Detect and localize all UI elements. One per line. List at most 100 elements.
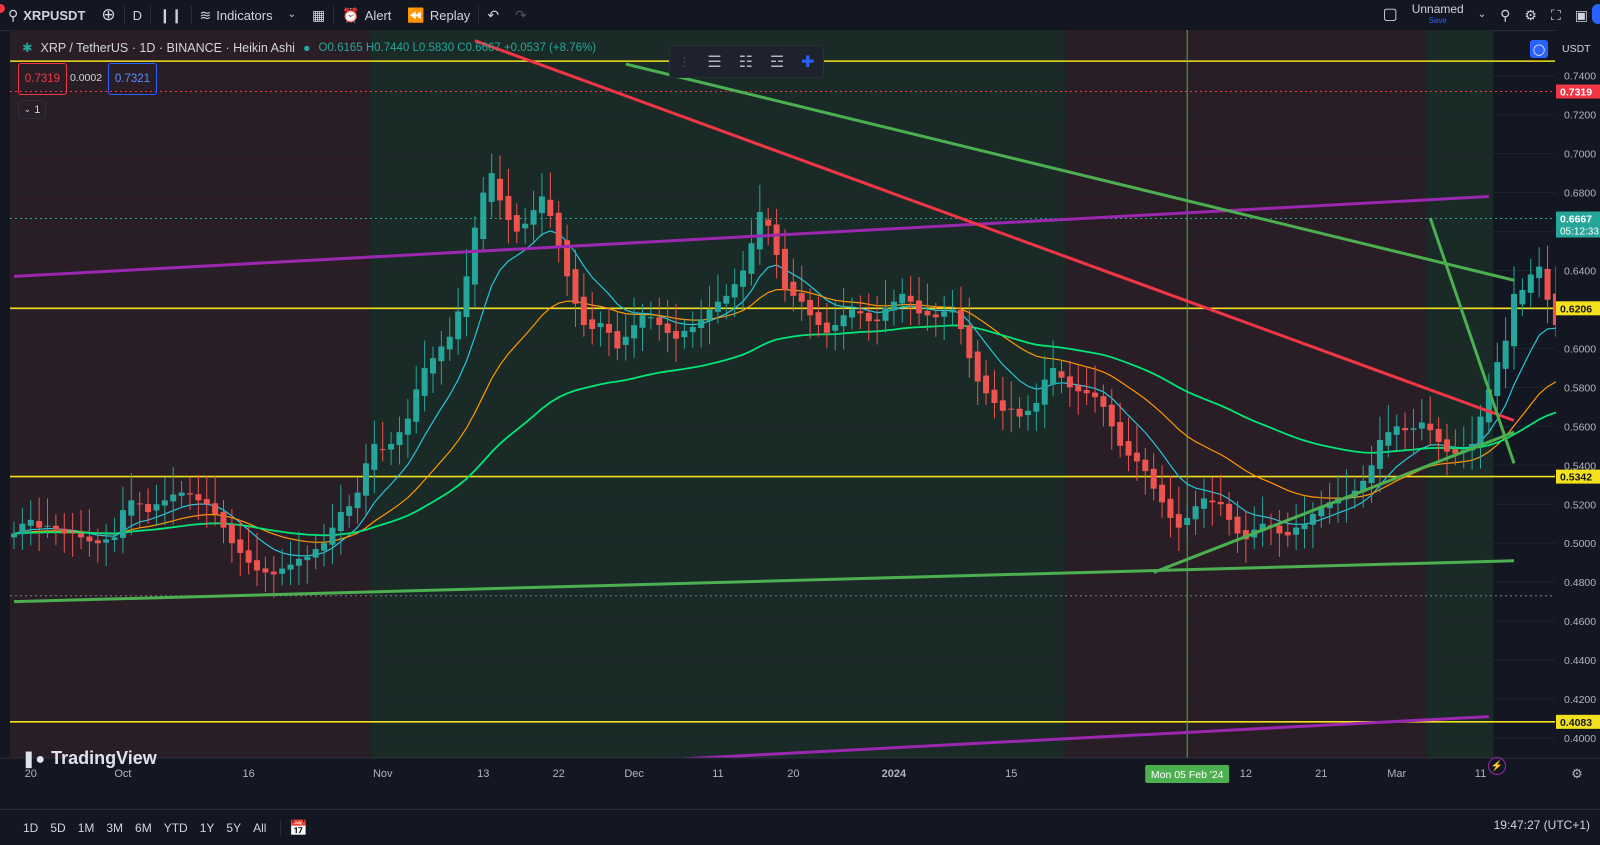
axis-settings-icon[interactable]: ⚙ — [1571, 766, 1583, 781]
alert-button[interactable]: ⏰ Alert — [334, 0, 399, 30]
spread: 0.0002 — [68, 63, 104, 93]
lightning-icon[interactable]: ⚡ — [1488, 757, 1506, 775]
timeframe-1d[interactable]: 1D — [23, 820, 39, 835]
candle-body — [36, 521, 43, 528]
chart-legend: ✱ XRP / TetherUS · 1D · BINANCE · Heikin… — [22, 40, 596, 56]
interval-button[interactable]: D — [125, 0, 150, 30]
settings-lines-icon[interactable]: ☷ — [738, 53, 753, 71]
calendar-range-icon[interactable]: 📅 — [289, 819, 309, 837]
undo-button[interactable]: ↶ — [479, 0, 507, 30]
redo-button[interactable]: ↷ — [507, 0, 535, 30]
settings-gear-icon[interactable]: ⚙ — [1524, 7, 1537, 23]
spread-value: 0.0002 — [69, 72, 103, 84]
candle-body — [941, 311, 948, 317]
candle-body — [128, 500, 135, 516]
candle-body — [957, 310, 964, 329]
y-tick-label: 0.4400 — [1564, 655, 1596, 667]
candle-body — [1117, 422, 1124, 446]
divider — [478, 6, 480, 24]
candle-body — [1050, 367, 1057, 385]
drag-handle-icon[interactable]: ⋮ — [678, 54, 691, 69]
publish-button[interactable] — [1592, 4, 1600, 24]
candle-body — [1092, 392, 1099, 398]
timeframe-6m[interactable]: 6M — [135, 820, 152, 835]
chevron-down-icon: ⌄ — [23, 104, 32, 114]
candle-body — [622, 336, 629, 345]
candle-body — [1519, 290, 1526, 305]
quick-search-icon[interactable]: ⚲ — [1500, 7, 1511, 23]
candle-body — [857, 311, 864, 314]
sell-box[interactable]: 0.7319 — [18, 63, 67, 95]
camera-icon[interactable]: ▣ — [1574, 7, 1588, 23]
candle-body — [69, 532, 76, 534]
candle-body — [530, 210, 537, 225]
x-tick-label: Nov — [373, 768, 393, 780]
candle-body — [731, 284, 738, 298]
alert-clock-button[interactable]: ◯ — [1530, 40, 1548, 58]
divider — [150, 6, 152, 24]
layout-square-icon[interactable]: ▢ — [1382, 6, 1398, 23]
candle-body — [388, 443, 395, 450]
chevron-down-icon[interactable]: ⌄ — [1477, 9, 1487, 20]
candle-body — [94, 540, 101, 544]
layout-name: Unnamed — [1411, 2, 1464, 16]
timeframe-5y[interactable]: 5Y — [226, 820, 242, 835]
price-chart[interactable]: 0.74000.72000.70000.68000.66000.64000.62… — [0, 30, 1600, 809]
candle-body — [589, 319, 596, 329]
time-axis-bg — [0, 758, 1600, 809]
y-tick-label: 0.6400 — [1564, 266, 1596, 278]
candle-body — [1175, 514, 1182, 528]
purple-trendline — [13, 195, 1489, 278]
candle-body — [430, 358, 436, 374]
candle-body — [647, 317, 654, 319]
line-tool-icon[interactable]: ☰ — [707, 53, 722, 71]
x-tick-label: 22 — [553, 768, 565, 780]
templates-button[interactable]: ▦ — [304, 0, 333, 30]
compare-button[interactable]: ⊕ — [93, 0, 123, 30]
fullscreen-icon[interactable]: ⛶ — [1550, 7, 1561, 23]
eye-icon[interactable]: ✱ — [22, 41, 33, 55]
layout-name-button[interactable]: Unnamed Save — [1412, 3, 1464, 27]
price-label: 0.6667 — [1560, 214, 1592, 226]
candle-body — [983, 375, 990, 394]
indicators-toggle[interactable]: ⌄ 1 — [18, 100, 46, 119]
timeframe-3m[interactable]: 3M — [106, 820, 124, 835]
timeframe-5d[interactable]: 5D — [50, 820, 66, 835]
candle-body — [740, 270, 747, 287]
candle-body — [329, 527, 336, 545]
clock[interactable]: 19:47:27 (UTC+1) — [1493, 818, 1590, 832]
candle-body — [1435, 428, 1442, 442]
timeframe-ytd[interactable]: YTD — [163, 820, 188, 835]
candle-body — [44, 525, 51, 527]
rewind-icon: ⏪ — [407, 7, 425, 23]
crosshair-icon[interactable]: ✚ — [801, 53, 815, 71]
x-tick-label: 12 — [1240, 768, 1252, 780]
replay-button[interactable]: ⏪ Replay — [399, 0, 478, 30]
x-tick-label: 20 — [25, 768, 37, 780]
candle-body — [807, 299, 814, 316]
timeframe-all[interactable]: All — [253, 820, 267, 835]
timeframe-1y[interactable]: 1Y — [199, 820, 215, 835]
candle-body — [27, 519, 34, 526]
divider — [190, 6, 192, 24]
candle-body — [1242, 530, 1249, 540]
candle-body — [1318, 506, 1325, 517]
candle-body — [1536, 266, 1543, 279]
candle-body — [932, 314, 939, 318]
chart-type-button[interactable]: ❙❙ — [151, 0, 190, 30]
style-lines-icon[interactable]: ☲ — [769, 53, 785, 71]
candle-body — [840, 315, 847, 327]
indicators-button[interactable]: ≋ Indicators ⌄ — [192, 0, 305, 30]
y-tick-label: 0.4200 — [1564, 694, 1596, 706]
candle-body — [52, 525, 59, 530]
candle-body — [86, 536, 93, 542]
symbol-search[interactable]: ⚲ XRPUSDT — [0, 0, 93, 30]
candle-body — [111, 537, 118, 540]
legend-title: XRP / TetherUS · 1D · BINANCE · Heikin A… — [40, 40, 295, 55]
x-tick-label: 11 — [1475, 768, 1486, 780]
buy-box[interactable]: 0.7321 — [108, 63, 157, 95]
candle-body — [949, 309, 956, 313]
timeframe-1m[interactable]: 1M — [77, 820, 95, 835]
candle-body — [1200, 498, 1207, 509]
candle-body — [1276, 525, 1283, 534]
